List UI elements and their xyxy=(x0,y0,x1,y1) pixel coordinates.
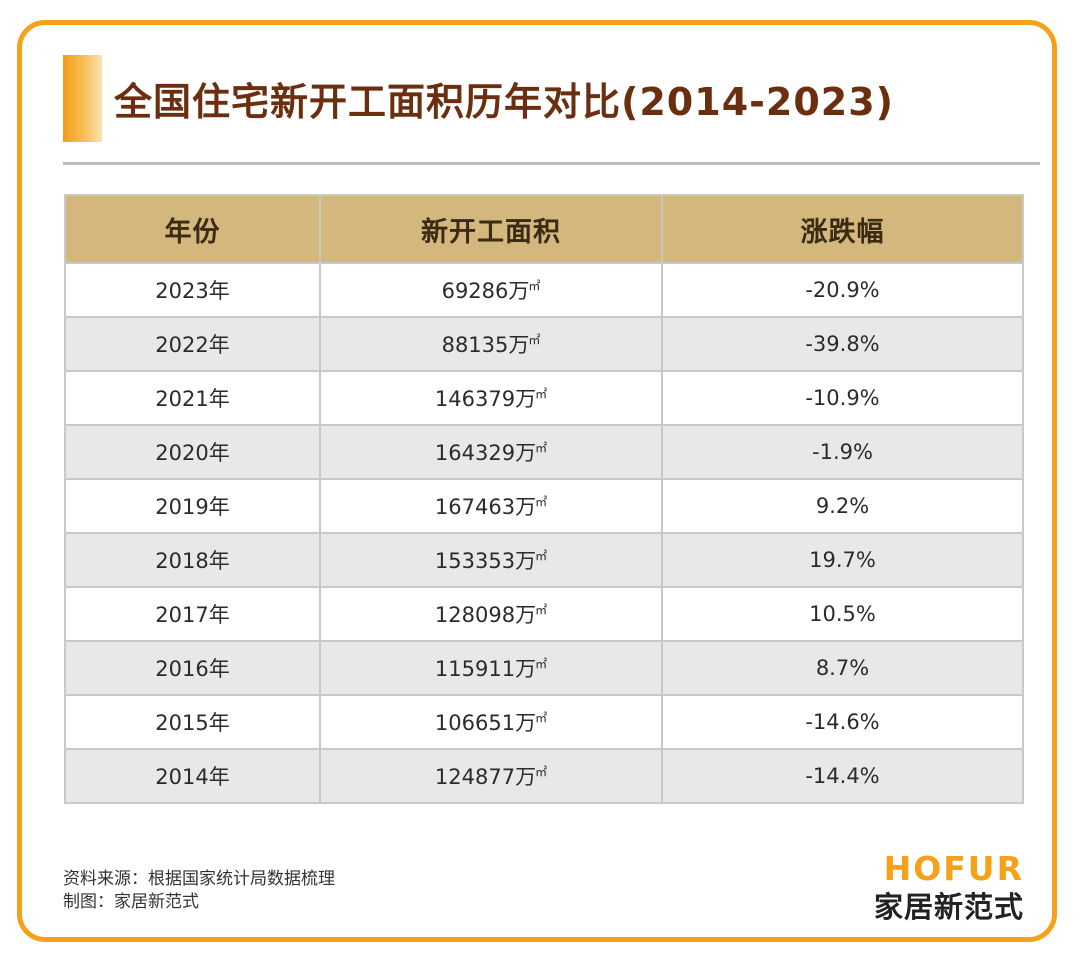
table-row: 2019年 167463万㎡ 9.2% xyxy=(64,478,1024,534)
area-value: 106651 xyxy=(434,711,516,735)
area-unit: 万 xyxy=(515,657,537,681)
cell-year: 2023年 xyxy=(64,262,321,318)
area-unit: 万 xyxy=(515,711,537,735)
area-value: 167463 xyxy=(434,495,516,519)
table-row: 2018年 153353万㎡ 19.7% xyxy=(64,532,1024,588)
cell-change: 9.2% xyxy=(661,478,1024,534)
table-body: 2023年 69286万㎡ -20.9% 2022年 88135万㎡ -39.8% 2021… xyxy=(64,262,1024,804)
cell-year: 2017年 xyxy=(64,586,321,642)
data-table: 年份 新开工面积 涨跌幅 2023年 69286万㎡ -20.9% 2022年 8813… xyxy=(64,194,1024,804)
header-year: 年份 xyxy=(64,194,321,264)
table-row: 2021年 146379万㎡ -10.9% xyxy=(64,370,1024,426)
cell-year: 2016年 xyxy=(64,640,321,696)
area-unit: 万 xyxy=(515,765,537,789)
cell-change: -1.9% xyxy=(661,424,1024,480)
cell-area: 115911万㎡ xyxy=(319,640,663,696)
page-title: 全国住宅新开工面积历年对比(2014-2023) xyxy=(114,80,895,124)
cell-year: 2020年 xyxy=(64,424,321,480)
brand-logo-en: HOFUR xyxy=(883,849,1024,888)
area-unit-sup: ㎡ xyxy=(528,279,541,293)
cell-year: 2018年 xyxy=(64,532,321,588)
area-unit-sup: ㎡ xyxy=(528,333,541,347)
cell-year: 2015年 xyxy=(64,694,321,750)
cell-area: 167463万㎡ xyxy=(319,478,663,534)
table-row: 2014年 124877万㎡ -14.4% xyxy=(64,748,1024,804)
source-note: 资料来源：根据国家统计局数据梳理 xyxy=(63,869,335,889)
table-header-row: 年份 新开工面积 涨跌幅 xyxy=(64,194,1024,264)
cell-area: 124877万㎡ xyxy=(319,748,663,804)
title-divider xyxy=(63,162,1040,165)
header-area: 新开工面积 xyxy=(319,194,663,264)
cell-area: 128098万㎡ xyxy=(319,586,663,642)
cell-change: 10.5% xyxy=(661,586,1024,642)
cell-area: 69286万㎡ xyxy=(319,262,663,318)
header-change: 涨跌幅 xyxy=(661,194,1024,264)
area-unit-sup: ㎡ xyxy=(535,441,548,455)
cell-change: -10.9% xyxy=(661,370,1024,426)
table-row: 2023年 69286万㎡ -20.9% xyxy=(64,262,1024,318)
cell-year: 2022年 xyxy=(64,316,321,372)
area-value: 69286 xyxy=(441,279,509,303)
area-unit: 万 xyxy=(515,387,537,411)
cell-area: 164329万㎡ xyxy=(319,424,663,480)
area-unit-sup: ㎡ xyxy=(535,711,548,725)
area-unit-sup: ㎡ xyxy=(535,549,548,563)
area-value: 164329 xyxy=(434,441,516,465)
cell-area: 106651万㎡ xyxy=(319,694,663,750)
cell-change: -14.4% xyxy=(661,748,1024,804)
table-row: 2015年 106651万㎡ -14.6% xyxy=(64,694,1024,750)
cell-year: 2019年 xyxy=(64,478,321,534)
area-unit-sup: ㎡ xyxy=(535,603,548,617)
area-unit: 万 xyxy=(515,603,537,627)
table-row: 2022年 88135万㎡ -39.8% xyxy=(64,316,1024,372)
area-value: 124877 xyxy=(434,765,516,789)
cell-change: 8.7% xyxy=(661,640,1024,696)
area-unit-sup: ㎡ xyxy=(535,657,548,671)
cell-change: -20.9% xyxy=(661,262,1024,318)
area-value: 153353 xyxy=(434,549,516,573)
title-accent-bar xyxy=(63,55,102,142)
cell-change: -39.8% xyxy=(661,316,1024,372)
table-row: 2016年 115911万㎡ 8.7% xyxy=(64,640,1024,696)
cell-area: 146379万㎡ xyxy=(319,370,663,426)
area-unit: 万 xyxy=(515,495,537,519)
cell-area: 88135万㎡ xyxy=(319,316,663,372)
area-unit: 万 xyxy=(508,333,530,357)
cell-change: -14.6% xyxy=(661,694,1024,750)
table-row: 2017年 128098万㎡ 10.5% xyxy=(64,586,1024,642)
cell-change: 19.7% xyxy=(661,532,1024,588)
area-unit: 万 xyxy=(515,549,537,573)
table-row: 2020年 164329万㎡ -1.9% xyxy=(64,424,1024,480)
area-unit-sup: ㎡ xyxy=(535,765,548,779)
area-value: 128098 xyxy=(434,603,516,627)
area-unit-sup: ㎡ xyxy=(535,495,548,509)
cell-year: 2014年 xyxy=(64,748,321,804)
brand-logo-cn: 家居新范式 xyxy=(873,890,1024,924)
area-unit: 万 xyxy=(515,441,537,465)
cell-area: 153353万㎡ xyxy=(319,532,663,588)
cell-year: 2021年 xyxy=(64,370,321,426)
area-unit: 万 xyxy=(508,279,530,303)
area-unit-sup: ㎡ xyxy=(535,387,548,401)
area-value: 115911 xyxy=(434,657,516,681)
maker-note: 制图：家居新范式 xyxy=(63,892,199,912)
area-value: 88135 xyxy=(441,333,509,357)
area-value: 146379 xyxy=(434,387,516,411)
